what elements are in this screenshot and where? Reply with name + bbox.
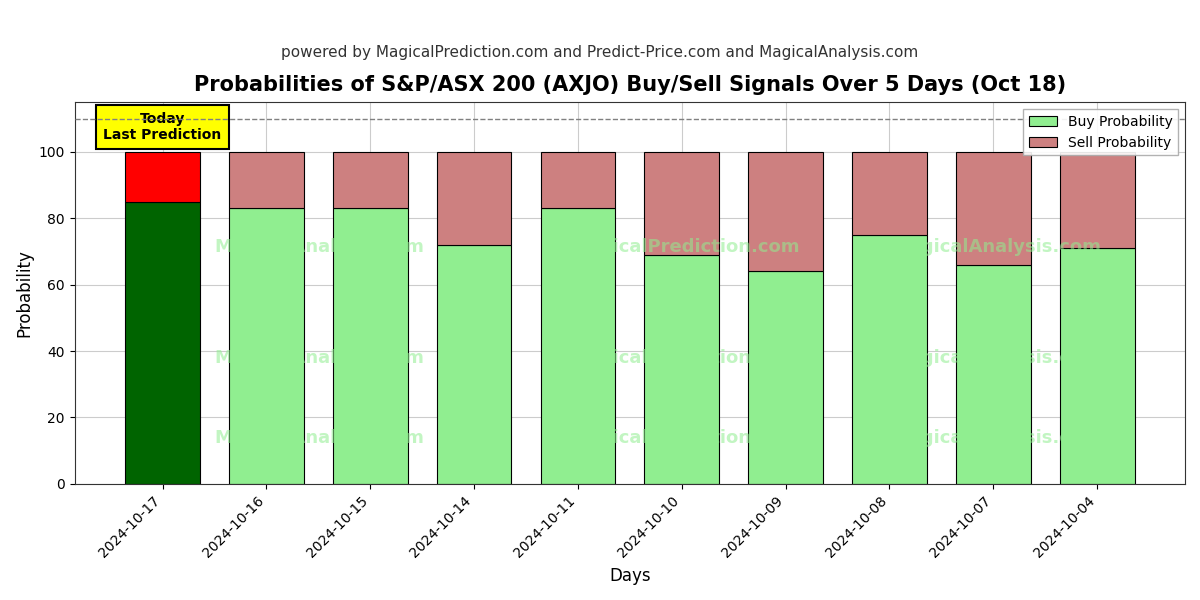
Bar (1060, 248, 1134, 484)
Y-axis label: Probability: Probability (16, 249, 34, 337)
Bar (749, 271, 823, 484)
Text: MagicalAnalysis.com: MagicalAnalysis.com (214, 429, 424, 447)
Title: Probabilities of S&P/ASX 200 (AXJO) Buy/Sell Signals Over 5 Days (Oct 18): Probabilities of S&P/ASX 200 (AXJO) Buy/… (193, 75, 1066, 95)
Bar (1060, 152, 1134, 248)
Bar (437, 245, 511, 484)
Text: MagicalAnalysis.com: MagicalAnalysis.com (214, 349, 424, 367)
Bar (332, 208, 408, 484)
Bar (437, 152, 511, 245)
Bar (125, 152, 200, 202)
Text: MagicalAnalysis.com: MagicalAnalysis.com (214, 238, 424, 256)
Text: MagicalPrediction.com: MagicalPrediction.com (570, 238, 800, 256)
Text: MagicalAnalysis.com: MagicalAnalysis.com (892, 238, 1102, 256)
Bar (332, 152, 408, 208)
Bar (644, 255, 719, 484)
Bar (956, 152, 1031, 265)
Legend: Buy Probability, Sell Probability: Buy Probability, Sell Probability (1024, 109, 1178, 155)
Bar (125, 202, 200, 484)
Text: MagicalAnalysis.com: MagicalAnalysis.com (892, 429, 1102, 447)
Text: MagicalPrediction.com: MagicalPrediction.com (570, 429, 800, 447)
Bar (229, 152, 304, 208)
Bar (852, 235, 926, 484)
Bar (540, 152, 616, 208)
Bar (540, 208, 616, 484)
Bar (749, 152, 823, 271)
Bar (956, 265, 1031, 484)
Text: Today
Last Prediction: Today Last Prediction (103, 112, 222, 142)
Bar (852, 152, 926, 235)
Bar (644, 152, 719, 255)
Text: powered by MagicalPrediction.com and Predict-Price.com and MagicalAnalysis.com: powered by MagicalPrediction.com and Pre… (281, 45, 919, 60)
Text: MagicalAnalysis.com: MagicalAnalysis.com (892, 349, 1102, 367)
Text: MagicalPrediction.com: MagicalPrediction.com (570, 349, 800, 367)
Bar (229, 208, 304, 484)
X-axis label: Days: Days (610, 567, 650, 585)
